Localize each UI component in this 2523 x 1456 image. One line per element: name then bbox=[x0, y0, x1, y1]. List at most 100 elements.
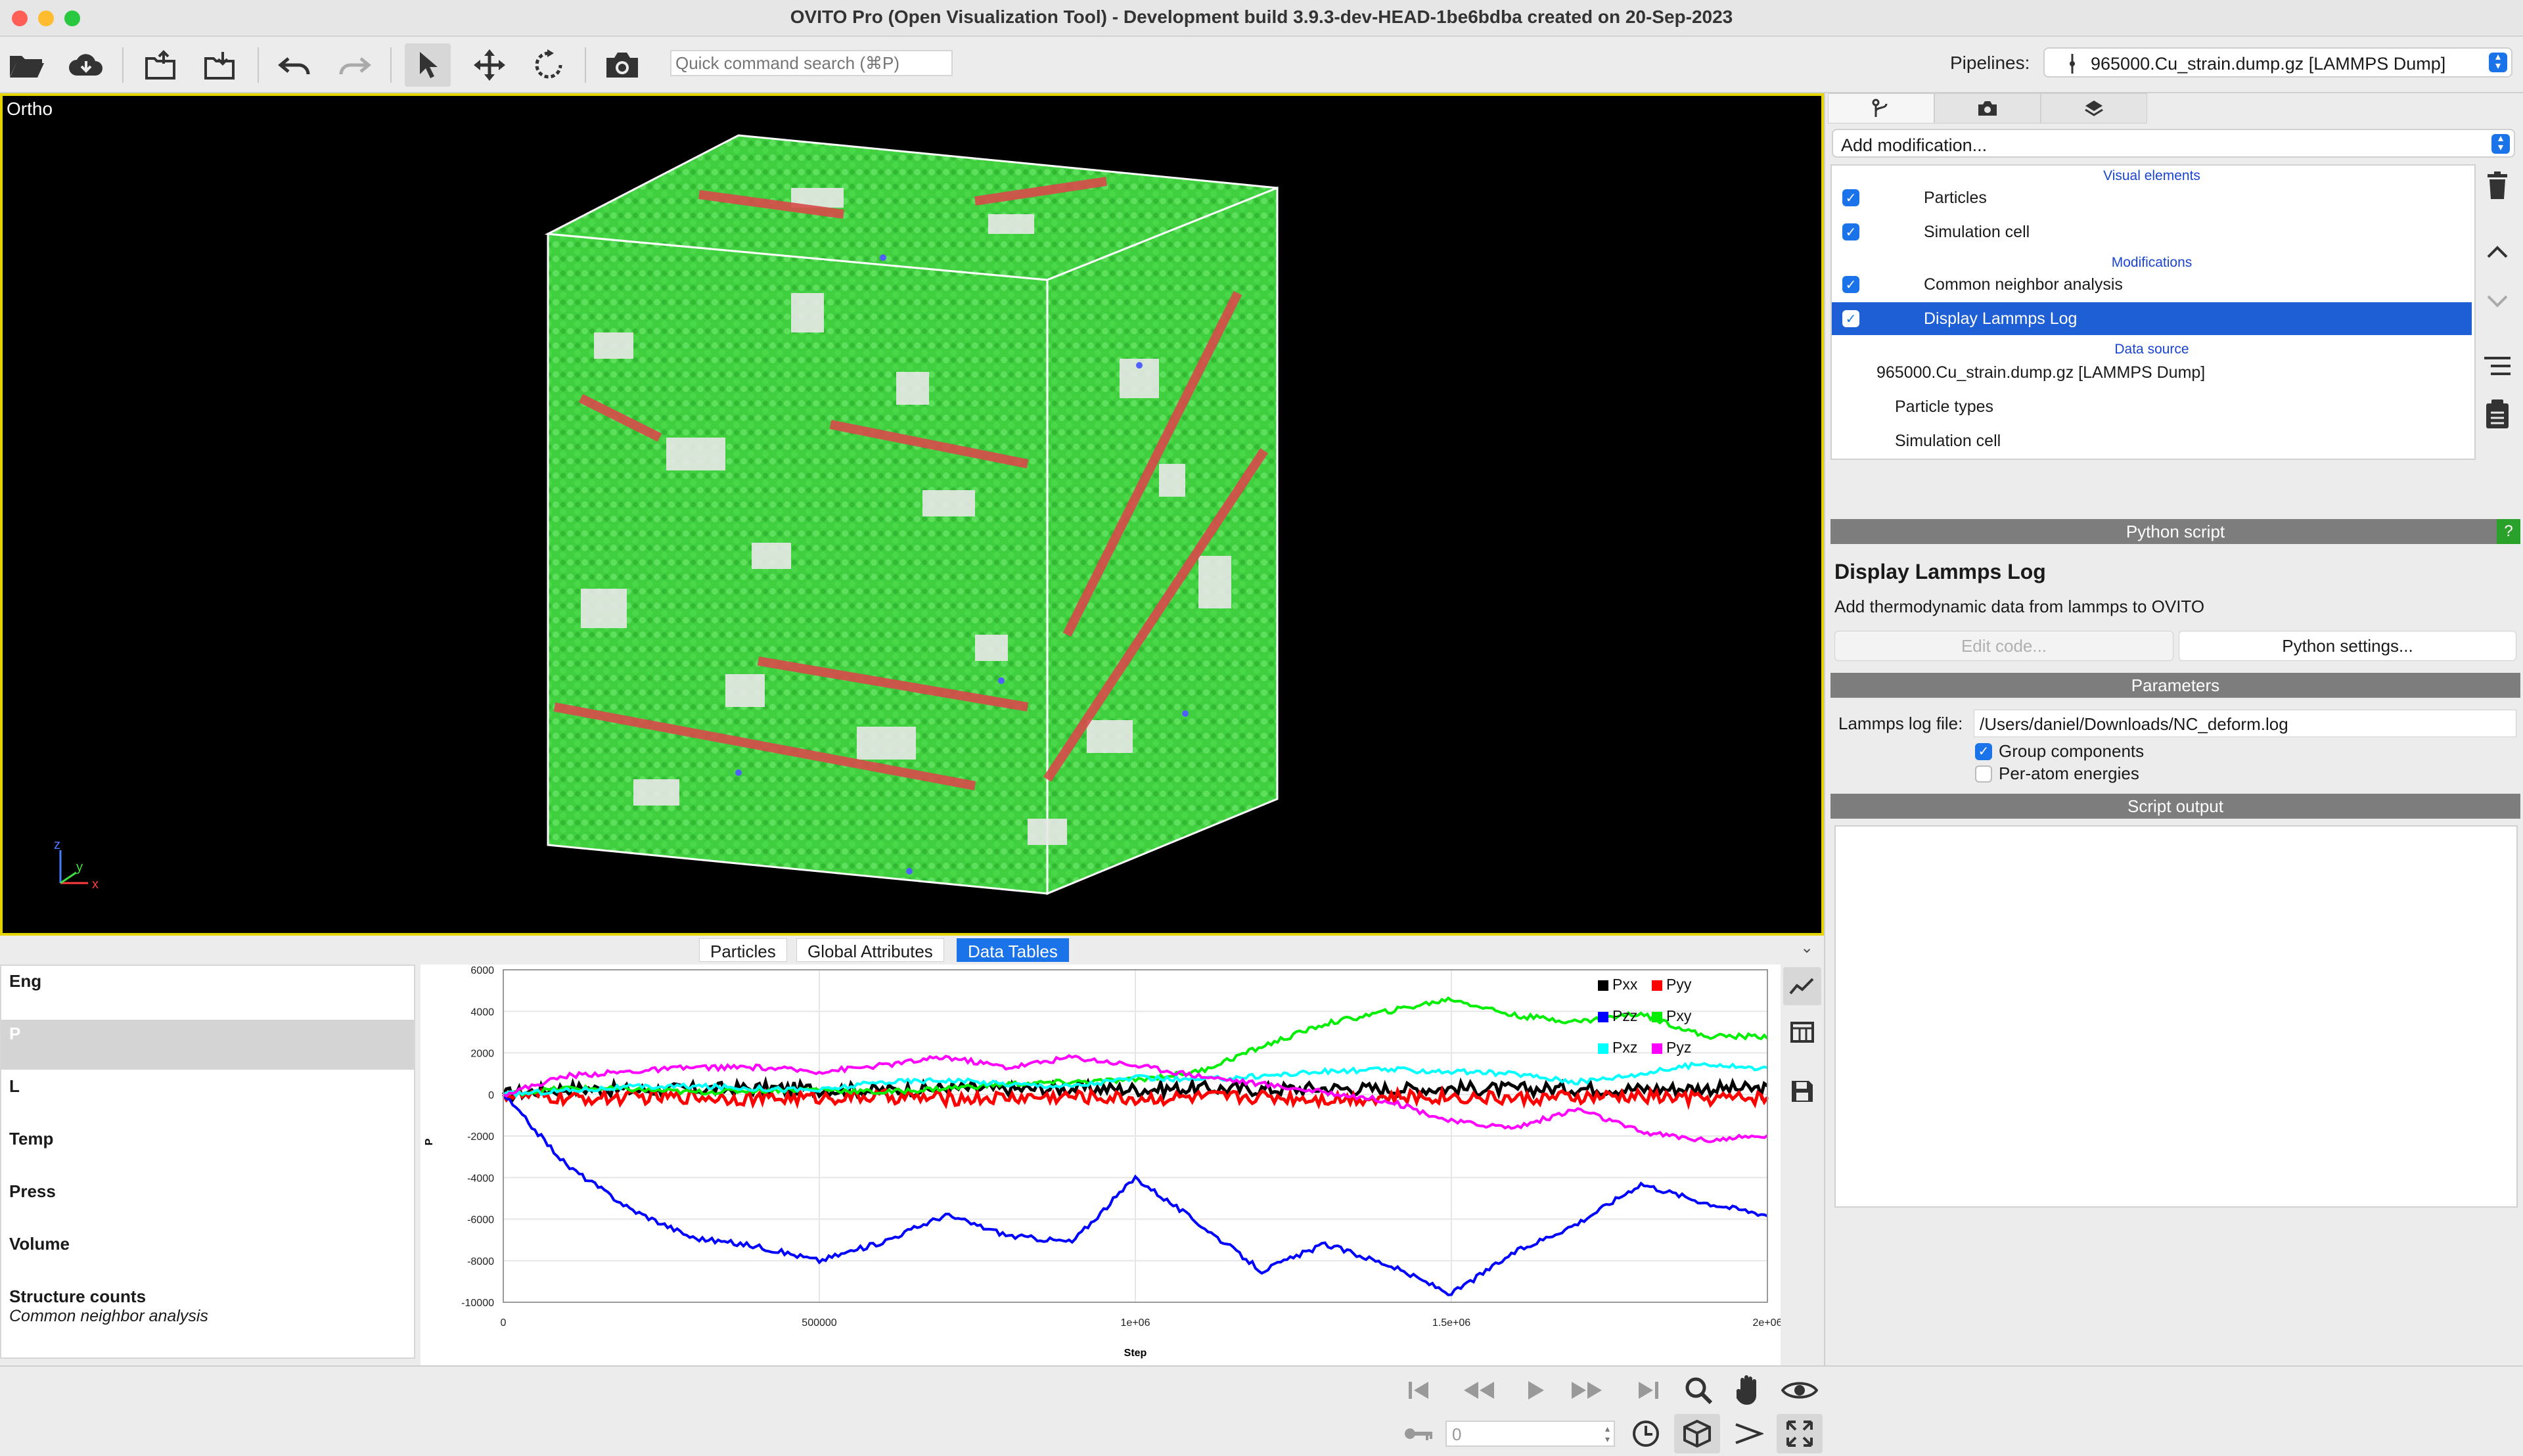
tab-pipeline[interactable] bbox=[1828, 93, 1934, 124]
zoom-button[interactable] bbox=[1675, 1371, 1721, 1410]
delete-modifier-button[interactable] bbox=[2476, 166, 2519, 206]
play-button[interactable] bbox=[1512, 1371, 1558, 1410]
table-item-l[interactable]: L bbox=[9, 1076, 20, 1096]
log-file-input[interactable]: /Users/daniel/Downloads/NC_deform.log bbox=[1974, 710, 2516, 737]
minimize-window-button[interactable] bbox=[38, 11, 54, 26]
import-session-button[interactable] bbox=[138, 43, 184, 87]
pipeline-item-particles[interactable]: ✓ Particles bbox=[1832, 181, 2472, 214]
command-search-input[interactable] bbox=[670, 50, 953, 76]
goto-end-button[interactable] bbox=[1625, 1371, 1671, 1410]
pipeline-item-source-cell[interactable]: Simulation cell bbox=[1895, 431, 2001, 450]
legend-swatch-pxx bbox=[1598, 980, 1608, 991]
undo-button[interactable] bbox=[272, 43, 318, 87]
pan-button[interactable] bbox=[1725, 1371, 1771, 1410]
frame-spinner[interactable]: 0 ▴ ▾ bbox=[1445, 1421, 1615, 1447]
add-modification-dropdown[interactable]: Add modification... ▴ ▾ bbox=[1832, 129, 2515, 158]
close-window-button[interactable] bbox=[12, 11, 28, 26]
open-file-button[interactable] bbox=[4, 43, 50, 87]
pipeline-item-display-lammps-log[interactable]: ✓ Display Lammps Log bbox=[1832, 302, 2472, 335]
table-view-button[interactable] bbox=[1783, 1013, 1821, 1051]
modifier-description: Add thermodynamic data from lammps to OV… bbox=[1834, 597, 2205, 616]
collapse-panel-icon[interactable]: ⌄ bbox=[1800, 939, 1814, 957]
table-item-volume[interactable]: Volume bbox=[9, 1234, 70, 1254]
legend-swatch-pxz bbox=[1598, 1043, 1608, 1054]
table-item-press[interactable]: Press bbox=[9, 1181, 56, 1201]
tab-render[interactable] bbox=[1934, 93, 2041, 124]
pipeline-item-simulation-cell[interactable]: ✓ Simulation cell bbox=[1832, 216, 2472, 248]
orbit-button[interactable] bbox=[1777, 1371, 1823, 1410]
per-atom-energies-option[interactable]: Per-atom energies bbox=[1975, 763, 2139, 784]
move-mode-button[interactable] bbox=[466, 43, 512, 87]
prev-frame-button[interactable] bbox=[1456, 1371, 1502, 1410]
move-down-button[interactable] bbox=[2476, 281, 2519, 322]
simulation-render: z y x bbox=[54, 134, 1279, 896]
python-settings-button[interactable]: Python settings... bbox=[2179, 631, 2516, 661]
modifier-templates-button[interactable] bbox=[2476, 394, 2519, 435]
plot-view-button[interactable] bbox=[1783, 967, 1821, 1005]
y-axis-label: P bbox=[424, 1138, 435, 1145]
animation-settings-button[interactable] bbox=[1396, 1414, 1442, 1453]
pipeline-item-cna[interactable]: ✓ Common neighbor analysis bbox=[1832, 268, 2472, 301]
fov-button[interactable] bbox=[1725, 1414, 1771, 1453]
pipeline-item-data-source[interactable]: 965000.Cu_strain.dump.gz [LAMMPS Dump] bbox=[1876, 363, 2206, 382]
lammps-log-enabled-checkbox[interactable]: ✓ bbox=[1842, 310, 1859, 327]
pipeline-item-particle-types[interactable]: Particle types bbox=[1895, 397, 1994, 416]
group-components-checkbox[interactable]: ✓ bbox=[1975, 742, 1992, 760]
goto-start-button[interactable] bbox=[1396, 1371, 1442, 1410]
x-tick-label: 2e+06 bbox=[1753, 1317, 1781, 1329]
render-button[interactable] bbox=[599, 43, 645, 87]
parameters-header: Parameters bbox=[1830, 673, 2520, 698]
script-output-area[interactable] bbox=[1834, 825, 2518, 1208]
group-modifiers-button[interactable] bbox=[2476, 346, 2519, 386]
table-item-temp[interactable]: Temp bbox=[9, 1129, 54, 1149]
time-settings-button[interactable] bbox=[1623, 1414, 1669, 1453]
tab-overlays[interactable] bbox=[2041, 93, 2147, 124]
rotate-mode-button[interactable] bbox=[526, 43, 572, 87]
ortho-viewport[interactable]: Ortho bbox=[0, 93, 1824, 936]
save-session-button[interactable] bbox=[197, 43, 243, 87]
pipeline-icon bbox=[2070, 54, 2075, 74]
data-view-tools bbox=[1781, 965, 1824, 1359]
move-up-button[interactable] bbox=[2476, 231, 2519, 272]
pipeline-item-label: Simulation cell bbox=[1924, 222, 2030, 241]
load-remote-button[interactable] bbox=[63, 43, 109, 87]
group-components-option[interactable]: ✓ Group components bbox=[1975, 741, 2144, 762]
redo-button[interactable] bbox=[331, 43, 377, 87]
maximize-viewport-button[interactable] bbox=[1777, 1414, 1823, 1453]
table-item-eng[interactable]: Eng bbox=[9, 971, 42, 991]
title-bar: OVITO Pro (Open Visualization Tool) - De… bbox=[0, 0, 2523, 37]
export-data-button[interactable] bbox=[1783, 1072, 1821, 1110]
zoom-window-button[interactable] bbox=[64, 11, 80, 26]
table-item-structure-counts[interactable]: Structure counts Common neighbor analysi… bbox=[9, 1286, 208, 1325]
zoom-scene-extents-button[interactable] bbox=[1674, 1414, 1720, 1453]
per-atom-energies-checkbox[interactable] bbox=[1975, 765, 1992, 783]
table-item-p[interactable]: P bbox=[1, 1020, 414, 1070]
legend-label-pzz: Pzz bbox=[1612, 1007, 1637, 1024]
spinner-arrows-icon[interactable]: ▴ ▾ bbox=[1604, 1423, 1610, 1444]
viewport-caption[interactable]: Ortho bbox=[7, 99, 53, 119]
particles-visibility-checkbox[interactable]: ✓ bbox=[1842, 189, 1859, 206]
tab-data-tables[interactable]: Data Tables bbox=[957, 938, 1069, 962]
skip-forward-icon bbox=[1639, 1382, 1658, 1399]
chevron-updown-icon: ▴ ▾ bbox=[2489, 52, 2507, 72]
group-components-label: Group components bbox=[1999, 741, 2145, 761]
x-tick-label: 1e+06 bbox=[1121, 1317, 1150, 1329]
folder-open-icon bbox=[10, 56, 44, 78]
help-icon[interactable]: ? bbox=[2497, 519, 2520, 544]
pipeline-selector[interactable]: 965000.Cu_strain.dump.gz [LAMMPS Dump] ▴… bbox=[2043, 47, 2512, 78]
tab-particles[interactable]: Particles bbox=[699, 938, 787, 962]
play-icon bbox=[1528, 1381, 1544, 1399]
cell-visibility-checkbox[interactable]: ✓ bbox=[1842, 223, 1859, 240]
list-indent-icon bbox=[2484, 357, 2511, 375]
fast-forward-icon bbox=[1572, 1382, 1602, 1399]
cna-enabled-checkbox[interactable]: ✓ bbox=[1842, 276, 1859, 293]
hand-icon bbox=[1736, 1375, 1756, 1405]
tab-global-attributes[interactable]: Global Attributes bbox=[796, 938, 944, 962]
chevron-down-icon bbox=[2487, 295, 2508, 307]
selection-mode-button[interactable] bbox=[405, 43, 451, 87]
next-frame-button[interactable] bbox=[1564, 1371, 1610, 1410]
modifier-title: Display Lammps Log bbox=[1834, 560, 2046, 583]
edit-code-button[interactable]: Edit code... bbox=[1834, 631, 2173, 661]
y-tick-label: -2000 bbox=[467, 1131, 494, 1143]
y-tick-label: 2000 bbox=[470, 1049, 494, 1060]
